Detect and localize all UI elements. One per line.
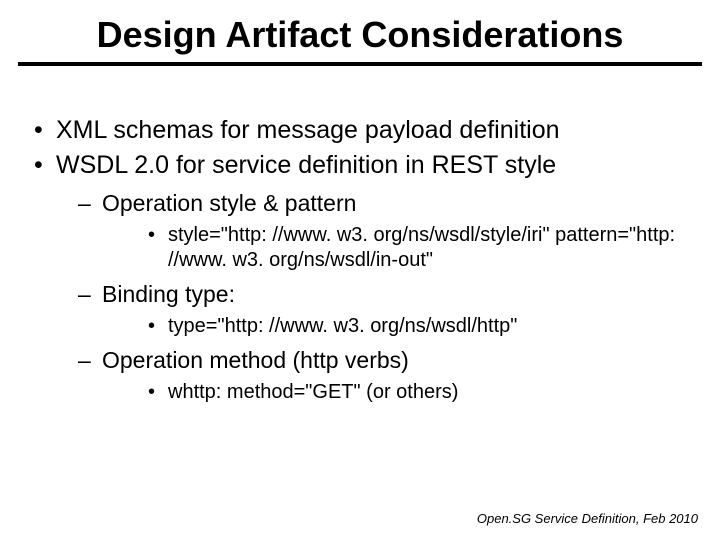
bullet-item: type="http: //www. w3. org/ns/wsdl/http" <box>102 314 690 339</box>
bullet-text: XML schemas for message payload definiti… <box>56 116 560 144</box>
bullet-text: Operation method (http verbs) <box>102 347 409 373</box>
bullet-item: Binding type: type="http: //www. w3. org… <box>56 279 690 339</box>
bullet-item: style="http: //www. w3. org/ns/wsdl/styl… <box>102 223 690 273</box>
slide: Design Artifact Considerations XML schem… <box>0 0 720 540</box>
bullet-list-level1: XML schemas for message payload definiti… <box>30 115 690 405</box>
slide-title: Design Artifact Considerations <box>0 0 720 62</box>
bullet-text: WSDL 2.0 for service definition in REST … <box>56 151 556 179</box>
slide-body: XML schemas for message payload definiti… <box>0 66 720 405</box>
bullet-list-level2: Operation style & pattern style="http: /… <box>56 188 690 405</box>
bullet-list-level3: style="http: //www. w3. org/ns/wsdl/styl… <box>102 223 690 273</box>
bullet-list-level3: whttp: method="GET" (or others) <box>102 380 690 405</box>
bullet-item: WSDL 2.0 for service definition in REST … <box>30 150 690 404</box>
bullet-item: whttp: method="GET" (or others) <box>102 380 690 405</box>
bullet-text: Operation style & pattern <box>102 190 356 216</box>
bullet-text: whttp: method="GET" (or others) <box>168 381 458 403</box>
slide-footer: Open.SG Service Definition, Feb 2010 <box>477 511 698 526</box>
bullet-text: Binding type: <box>102 281 235 307</box>
bullet-item: XML schemas for message payload definiti… <box>30 115 690 146</box>
bullet-item: Operation style & pattern style="http: /… <box>56 188 690 273</box>
bullet-text: style="http: //www. w3. org/ns/wsdl/styl… <box>168 224 675 271</box>
bullet-item: Operation method (http verbs) whttp: met… <box>56 345 690 405</box>
bullet-text: type="http: //www. w3. org/ns/wsdl/http" <box>168 315 517 337</box>
bullet-list-level3: type="http: //www. w3. org/ns/wsdl/http" <box>102 314 690 339</box>
